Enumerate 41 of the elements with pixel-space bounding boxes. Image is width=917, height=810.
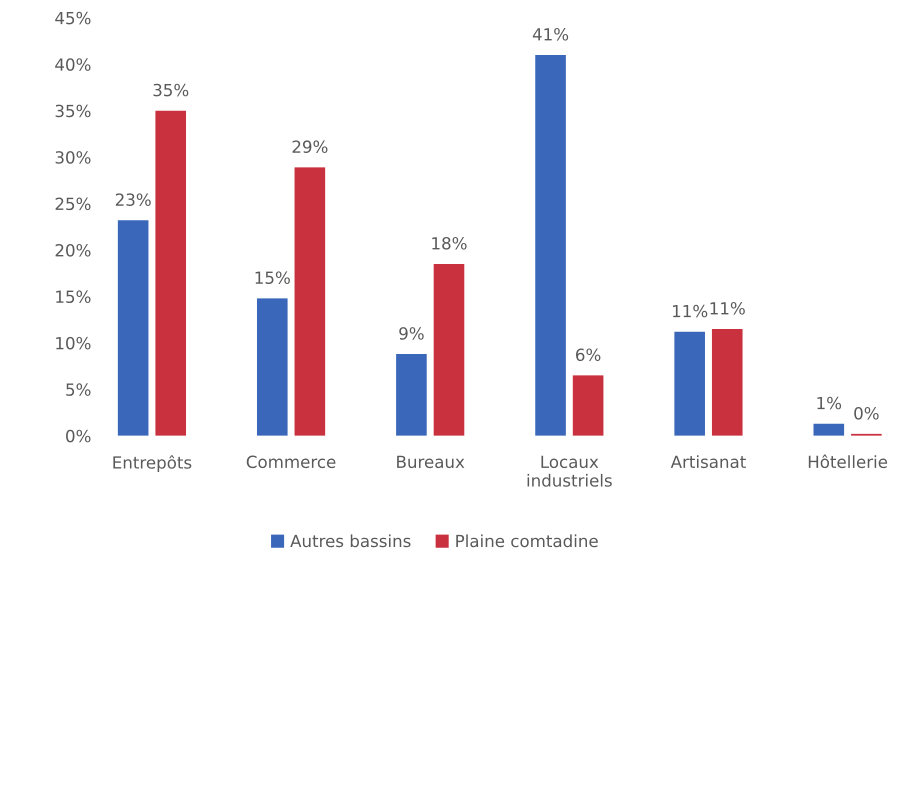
legend-label: Autres bassins (290, 534, 411, 548)
x-tick-label: Artisanat (670, 455, 746, 468)
y-tick-label: 35% (56, 104, 91, 118)
bar (434, 264, 464, 436)
x-tick-label: Locaux industriels (528, 456, 612, 487)
data-label: 11% (710, 302, 745, 315)
bar (256, 298, 288, 436)
data-label: 15% (256, 271, 290, 284)
x-tick-label: Commerce (246, 456, 336, 468)
data-label: 35% (153, 84, 188, 96)
bar (814, 424, 844, 436)
y-tick-label: 10% (56, 336, 91, 350)
bar (572, 375, 604, 436)
bar (712, 328, 743, 436)
bar (535, 54, 566, 436)
y-tick-label: 45% (55, 12, 91, 24)
bar (396, 354, 427, 436)
data-label: 0% (854, 406, 879, 420)
x-tick-label: Entrepôts (113, 455, 192, 472)
y-tick-label: 20% (56, 244, 91, 257)
data-label: 1% (817, 396, 842, 410)
bar (674, 332, 705, 436)
y-tick-label: 0% (66, 430, 91, 442)
data-label: 18% (432, 237, 467, 250)
data-label: 23% (116, 193, 151, 206)
data-label: 29% (292, 140, 328, 154)
y-tick-label: 5% (66, 383, 91, 396)
y-tick-label: 30% (56, 151, 91, 164)
bar (294, 167, 326, 436)
bar (118, 220, 148, 436)
bar (155, 110, 186, 436)
data-label: 6% (576, 348, 600, 362)
x-tick-label: Hôtellerie (808, 454, 888, 468)
x-tick-label: Bureaux (397, 456, 464, 468)
data-label: 9% (399, 327, 424, 340)
legend-label: Plaine comtadine (456, 534, 598, 548)
data-label: 41% (532, 28, 568, 41)
y-tick-label: 25% (56, 198, 91, 210)
y-tick-label: 15% (56, 290, 91, 304)
y-tick-label: 40% (55, 58, 91, 71)
data-label: 11% (672, 304, 708, 318)
